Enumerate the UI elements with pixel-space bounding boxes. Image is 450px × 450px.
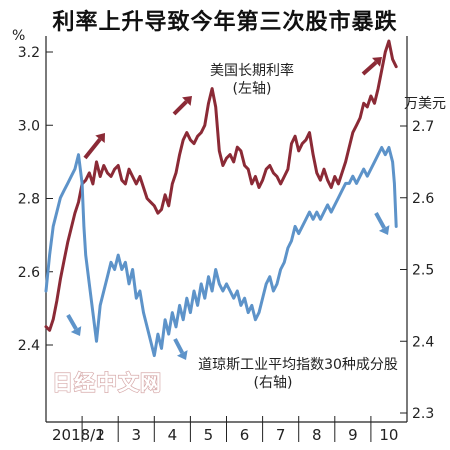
x-tick-label: 2018/1 <box>52 426 105 444</box>
left-tick-label: 2.6 <box>18 265 40 281</box>
tick-labels: %3.2 3.0 2.8 2.6 2.4 万美元 2.7 2.6 2.5 2.4 2.3 2018/1… <box>12 28 446 444</box>
x-tick-label: 5 <box>204 426 214 444</box>
chart-axes <box>45 36 408 442</box>
series-line-dow-jones <box>44 146 398 358</box>
down-arrow-icon <box>173 338 188 360</box>
arrow-shaft <box>66 314 78 331</box>
arrow-head <box>378 225 390 235</box>
up-arrow-icon <box>361 57 382 76</box>
x-tick-label: 8 <box>312 426 322 444</box>
annotations: 美国长期利率 (左轴) 道琼斯工业平均指数30种成分股 (右轴) 日经中文网 <box>51 62 398 396</box>
series-lines <box>44 39 398 358</box>
x-tick-label: 3 <box>131 426 141 444</box>
x-tick-label: 4 <box>168 426 178 444</box>
annotation-interest-rate-axis: (左轴) <box>233 81 272 97</box>
annotation-interest-rate: 美国长期利率 <box>210 62 294 79</box>
arrow-head <box>70 326 82 336</box>
arrow-shaft <box>361 60 378 76</box>
right-axis-unit: 万美元 <box>404 96 446 112</box>
arrow-head <box>95 133 105 143</box>
right-tick-label: 2.3 <box>412 406 434 422</box>
annotation-dow-jones-axis: (右轴) <box>254 375 293 391</box>
series-line-interest-rate <box>44 39 398 332</box>
arrow-shaft <box>374 212 386 229</box>
right-tick-label: 2.7 <box>412 119 434 135</box>
right-tick-label: 2.4 <box>412 334 434 350</box>
down-arrow-icon <box>66 314 82 336</box>
arrow-shaft <box>172 100 188 116</box>
up-arrow-icon <box>83 133 105 160</box>
arrow-shaft <box>83 137 102 160</box>
chart-title: 利率上升导致今年第三次股市暴跌 <box>52 10 398 35</box>
up-arrow-icon <box>172 96 192 116</box>
x-tick-label: 2 <box>95 426 105 444</box>
trend-arrows <box>66 57 390 360</box>
left-tick-label: 3.0 <box>18 118 40 134</box>
x-tick-label: 9 <box>348 426 358 444</box>
arrow-head <box>176 350 188 360</box>
left-axis-unit: % <box>12 28 25 44</box>
right-tick-label: 2.5 <box>412 263 434 279</box>
left-tick-label: 3.2 <box>18 45 40 61</box>
left-tick-label: 2.4 <box>18 338 40 354</box>
arrow-shaft <box>173 338 185 354</box>
arrow-head <box>182 96 192 106</box>
down-arrow-icon <box>374 212 390 235</box>
arrow-head <box>372 57 382 67</box>
left-tick-label: 2.8 <box>18 192 40 208</box>
watermark-text: 日经中文网 <box>52 371 162 395</box>
x-tick-label: 6 <box>240 426 250 444</box>
right-tick-label: 2.6 <box>412 191 434 207</box>
annotation-dow-jones: 道琼斯工业平均指数30种成分股 <box>198 357 398 373</box>
x-tick-label: 7 <box>276 426 286 444</box>
x-tick-label: 10 <box>379 426 398 444</box>
